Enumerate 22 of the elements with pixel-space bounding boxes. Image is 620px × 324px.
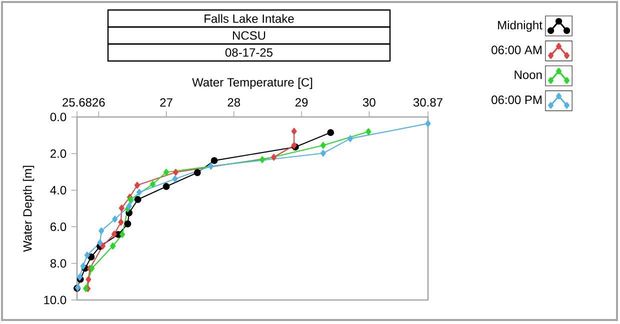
x-tick-label: 27	[160, 98, 172, 107]
x-axis-title: Water Temperature [C]	[192, 78, 312, 89]
chart-title: Falls Lake Intake	[204, 14, 294, 23]
y-axis-title: Water Depth [m]	[22, 166, 34, 252]
text: 08-17-25	[225, 48, 273, 57]
y-tick-label: 8.0	[50, 259, 66, 268]
x-tick-label: 28	[228, 98, 240, 107]
x-tick-label: 25.68	[62, 98, 92, 107]
y-tick-label: 10.0	[44, 296, 66, 304]
y-tick-label: 6.0	[50, 222, 66, 232]
y-tick-label: 0.0	[50, 112, 66, 122]
chart-subtitle: NCSU	[232, 31, 266, 40]
legend-label: 06:00 PM	[492, 96, 542, 104]
y-tick-label: 4.0	[50, 186, 66, 194]
legend-label: Noon	[514, 70, 542, 80]
x-tick-label: 30	[362, 98, 376, 107]
y-tick-label: 2.0	[50, 149, 66, 158]
x-tick-label: 26	[92, 98, 105, 107]
x-tick-label: 30.87	[413, 98, 442, 107]
legend-label: Midnight	[498, 20, 542, 32]
x-tick-label: 29	[295, 98, 308, 107]
legend-label: 06:00 AM	[492, 46, 542, 54]
